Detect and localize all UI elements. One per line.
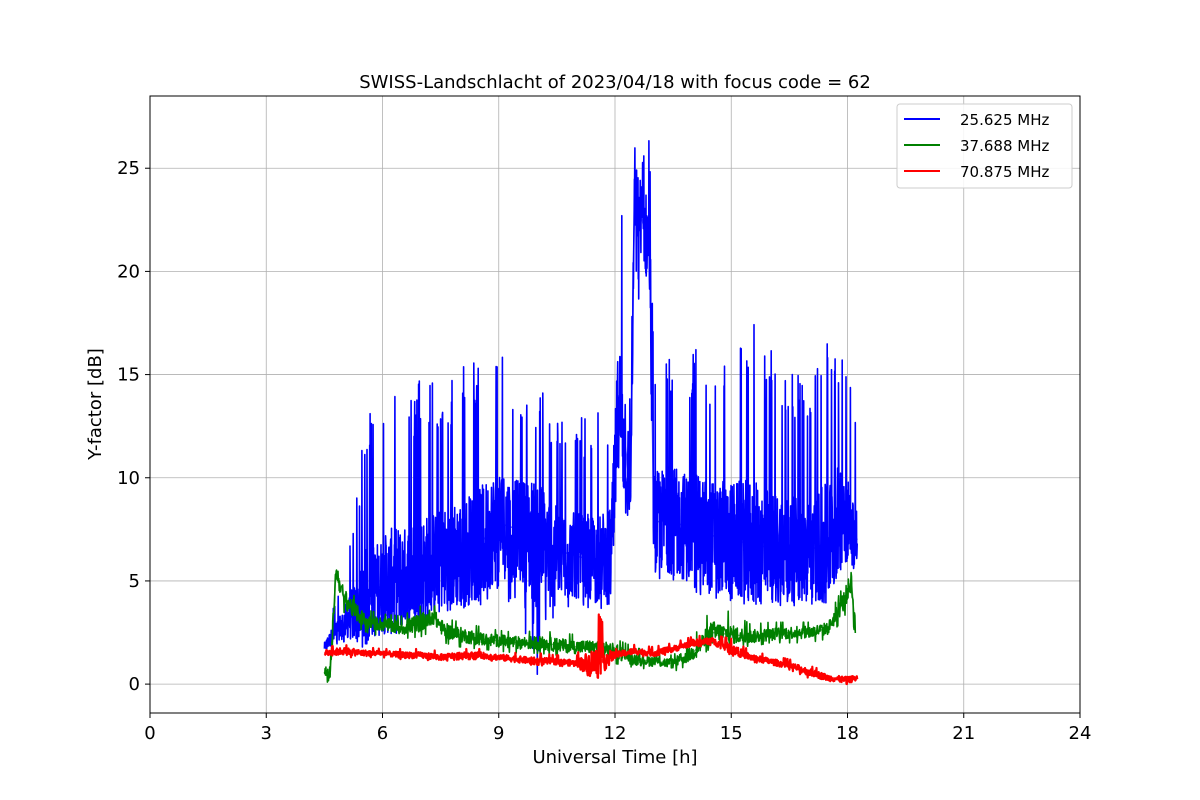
legend: 25.625 MHz 37.688 MHz 70.875 MHz (896, 103, 1073, 189)
y-tick-label: 20 (117, 261, 140, 282)
legend-label: 37.688 MHz (960, 137, 1049, 155)
series-trend-3 (324, 639, 858, 682)
x-tick-label: 21 (952, 723, 975, 744)
y-tick-label: 15 (117, 365, 140, 386)
legend-box (896, 103, 1073, 189)
series-line-1 (323, 140, 858, 675)
x-tick-label: 12 (604, 723, 627, 744)
x-tick-label: 3 (261, 723, 272, 744)
legend-label: 70.875 MHz (960, 163, 1049, 181)
x-tick-label: 6 (377, 723, 388, 744)
series-line-2 (323, 569, 857, 683)
series-1 (323, 140, 858, 675)
x-tick-label: 18 (836, 723, 859, 744)
x-axis-label: Universal Time [h] (532, 747, 697, 768)
y-tick-label: 0 (129, 674, 140, 695)
y-axis-label: Y-factor [dB] (85, 348, 106, 461)
y-tick-label: 5 (129, 571, 140, 592)
series-3 (323, 613, 859, 686)
x-tick-label: 15 (720, 723, 743, 744)
x-tick-label: 0 (144, 723, 155, 744)
x-tick-label: 9 (493, 723, 504, 744)
chart-title: SWISS-Landschlacht of 2023/04/18 with fo… (359, 72, 871, 93)
series-2 (323, 569, 857, 683)
tick-layer: 0 3 6 9 12 15 18 21 24 0 5 10 15 20 25 (117, 158, 1091, 744)
y-tick-label: 10 (117, 468, 140, 489)
series-trend-1 (323, 198, 858, 648)
legend-label: 25.625 MHz (960, 111, 1049, 129)
series-trend-2 (324, 570, 857, 675)
y-tick-label: 25 (117, 158, 140, 179)
series-layer (323, 140, 859, 686)
x-tick-label: 24 (1069, 723, 1092, 744)
